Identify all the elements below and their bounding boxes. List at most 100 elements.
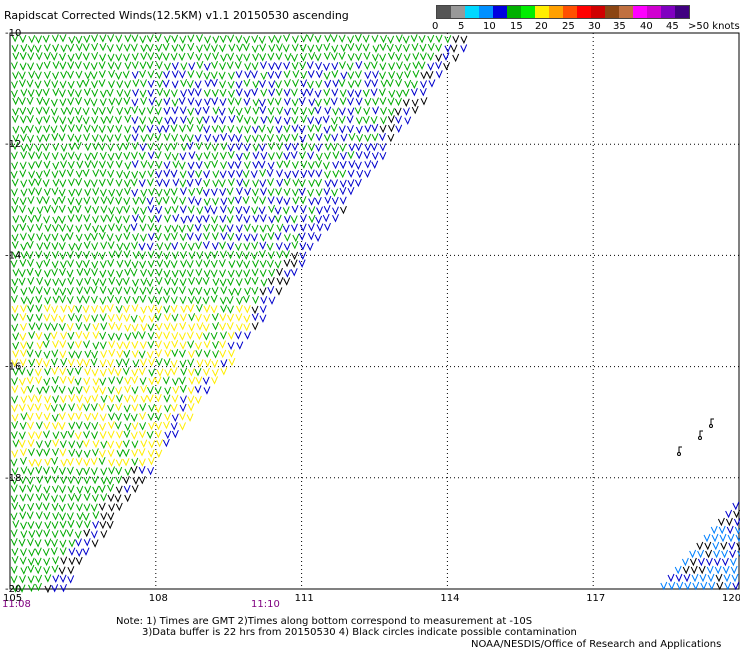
wind-barb: [314, 196, 322, 206]
wind-barb: [251, 34, 259, 44]
wind-barb: [59, 350, 67, 359]
wind-barb: [11, 555, 19, 565]
wind-barb: [12, 51, 20, 61]
wind-barb: [26, 114, 34, 124]
wind-barb: [259, 314, 267, 323]
wind-barb: [412, 52, 420, 61]
wind-barb: [42, 88, 50, 97]
wind-barb: [220, 232, 228, 241]
wind-barb: [324, 79, 332, 89]
wind-barb: [123, 53, 130, 62]
wind-barb: [116, 341, 124, 350]
wind-barb: [122, 215, 130, 224]
wind-barb: [355, 116, 363, 125]
wind-barb: [131, 61, 139, 70]
wind-barb: [27, 258, 34, 268]
wind-barb: [66, 367, 74, 377]
legend-swatch: [633, 6, 647, 18]
wind-barb: [82, 439, 90, 448]
wind-barb: [322, 115, 330, 124]
wind-barb: [347, 42, 355, 52]
wind-barb: [100, 196, 108, 205]
wind-barb: [180, 215, 188, 225]
wind-barb: [372, 97, 380, 106]
wind-barb: [196, 124, 204, 133]
wind-barb: [26, 511, 34, 520]
legend-swatch: [493, 6, 507, 18]
wind-barb: [162, 42, 170, 52]
wind-barb: [172, 385, 180, 395]
wind-barb: [219, 278, 227, 287]
wind-barb: [26, 124, 34, 134]
wind-barb: [115, 386, 123, 395]
wind-barb: [179, 384, 187, 394]
wind-barb: [314, 98, 322, 108]
wind-barb: [91, 268, 99, 277]
wind-barb: [162, 196, 170, 205]
wind-barb: [107, 61, 115, 70]
wind-barb: [300, 34, 308, 43]
wind-barb: [315, 159, 322, 169]
wind-barb: [196, 60, 204, 70]
wind-barb: [20, 341, 28, 350]
wind-barb: [172, 178, 180, 187]
wind-barb: [51, 260, 59, 269]
wind-barb: [226, 322, 234, 331]
wind-barb: [259, 224, 267, 233]
wind-barb: [19, 456, 27, 466]
wind-barb: [396, 89, 403, 99]
wind-barb: [220, 331, 227, 340]
wind-barb: [259, 241, 267, 250]
wind-barb: [52, 61, 60, 70]
wind-barb: [260, 115, 268, 125]
wind-barb: [139, 233, 147, 242]
wind-barb: [98, 142, 106, 152]
notes-block: Note: 1) Times are GMT 2)Times along bot…: [116, 616, 577, 638]
wind-barb: [76, 512, 84, 521]
wind-barb: [267, 276, 275, 286]
wind-barb: [243, 269, 251, 278]
wind-barb: [147, 304, 155, 313]
wind-barb: [91, 412, 99, 421]
wind-barb: [146, 196, 154, 206]
wind-barb: [315, 169, 323, 178]
wind-barb: [12, 439, 20, 448]
wind-barb: [211, 250, 219, 260]
wind-barb: [82, 168, 90, 178]
wind-barb: [68, 142, 76, 151]
wind-barb: [107, 512, 115, 521]
wind-barb: [44, 457, 52, 467]
wind-barb: [11, 161, 19, 171]
wind-barb: [219, 98, 227, 107]
wind-barb: [11, 377, 19, 386]
wind-barb: [258, 206, 266, 215]
wind-barb: [123, 43, 131, 52]
wind-barb: [308, 197, 316, 206]
wind-barb: [84, 349, 92, 359]
wind-barb: [92, 485, 100, 495]
wind-barb: [19, 161, 27, 170]
wind-barb: [107, 386, 115, 395]
wind-barb: [20, 304, 28, 313]
wind-barb: [203, 197, 211, 207]
wind-barb: [83, 196, 91, 205]
wind-barb: [68, 403, 76, 412]
wind-barb: [43, 79, 51, 88]
wind-barb: [59, 485, 66, 494]
wind-barb: [116, 43, 123, 52]
wind-barb: [67, 116, 75, 125]
wind-barb: [290, 215, 298, 224]
wind-barb: [59, 267, 66, 277]
wind-barb: [162, 52, 170, 62]
wind-barb: [107, 420, 115, 430]
wind-barb: [27, 439, 35, 448]
wind-barb: [402, 43, 410, 53]
wind-barb: [75, 43, 83, 52]
wind-barb: [155, 349, 163, 358]
wind-barb: [68, 421, 76, 431]
wind-barb: [106, 214, 114, 223]
wind-barb: [299, 134, 307, 144]
wind-barb: [332, 151, 340, 160]
wind-barb: [195, 331, 203, 341]
wind-barb: [283, 215, 291, 224]
